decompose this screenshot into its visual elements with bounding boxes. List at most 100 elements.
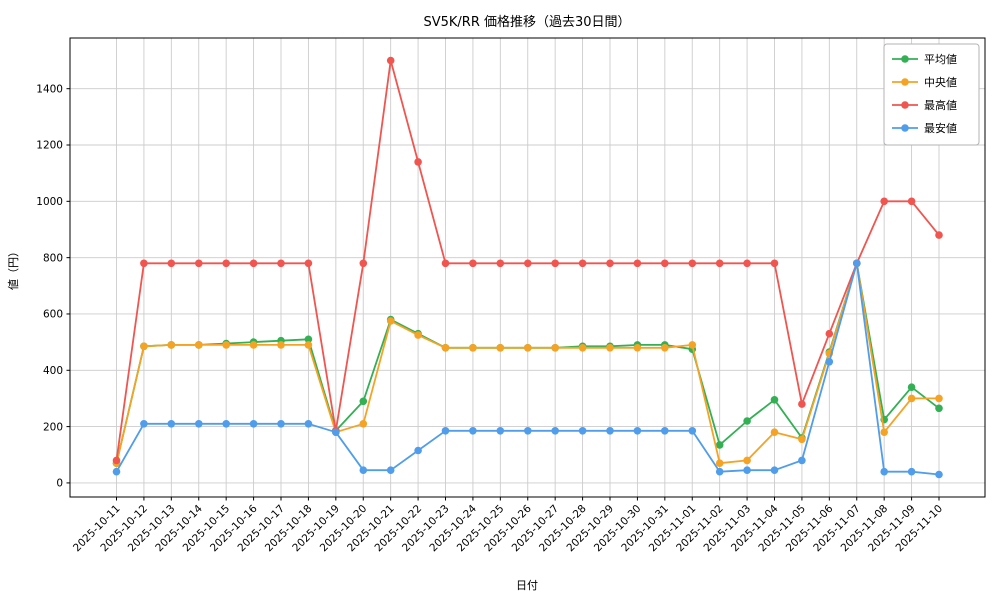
data-point-min [661, 427, 669, 435]
legend-marker-max [901, 101, 909, 109]
data-point-median [578, 344, 587, 352]
data-point-median [688, 341, 697, 349]
data-point-min [770, 466, 779, 475]
data-point-min [798, 456, 806, 465]
data-point-max [222, 259, 230, 268]
legend-marker-min [901, 124, 909, 132]
data-point-median [195, 341, 203, 349]
data-point-min [524, 427, 532, 435]
data-point-max [469, 259, 477, 268]
data-point-max [167, 259, 176, 268]
data-point-min [743, 466, 751, 475]
data-point-median [551, 344, 559, 352]
legend-item-median: 中央値 [892, 76, 957, 89]
data-point-min [469, 427, 477, 435]
data-point-avg [715, 441, 724, 449]
data-point-min [578, 427, 587, 435]
data-point-min [222, 420, 230, 428]
data-point-median [907, 394, 916, 403]
data-point-min [825, 358, 834, 366]
data-point-min [140, 420, 148, 428]
data-point-max [578, 259, 587, 268]
y-tick-label: 200 [43, 421, 63, 433]
data-point-min [853, 259, 861, 268]
data-point-max [386, 56, 395, 65]
data-point-median [249, 341, 258, 349]
data-point-min [551, 427, 559, 435]
data-point-avg [359, 397, 368, 406]
legend-label-min: 最安値 [924, 121, 957, 135]
data-point-median [633, 344, 642, 352]
data-point-min [633, 427, 642, 435]
data-point-max [414, 158, 422, 166]
data-point-max [496, 259, 505, 268]
data-point-min [606, 427, 614, 435]
data-point-min [715, 467, 724, 476]
y-axis-label: 値（円） [7, 246, 20, 290]
tick-layer: 02004006008001000120014002025-10-112025-… [36, 83, 945, 554]
x-axis-label: 日付 [516, 579, 538, 592]
y-tick-label: 600 [43, 309, 63, 321]
data-point-min [277, 420, 285, 428]
series-layer [112, 56, 943, 479]
data-point-max [441, 259, 450, 268]
data-point-max [633, 259, 642, 268]
data-point-median [524, 344, 532, 352]
data-point-max [935, 231, 943, 239]
data-point-max [770, 259, 779, 268]
data-point-median [441, 344, 450, 352]
data-point-median [414, 331, 422, 339]
legend-label-avg: 平均値 [924, 53, 957, 66]
data-point-median [770, 428, 779, 437]
data-point-max [277, 259, 285, 268]
data-point-avg [770, 396, 779, 404]
data-point-max [715, 259, 724, 268]
data-point-max [524, 259, 532, 268]
data-point-min [496, 427, 505, 435]
data-point-max [688, 259, 697, 268]
data-point-median [469, 344, 477, 352]
data-point-min [880, 467, 888, 476]
legend-box [883, 43, 980, 146]
data-point-median [935, 394, 943, 403]
data-point-median [167, 341, 176, 349]
data-point-median [743, 456, 751, 465]
data-point-max [743, 259, 751, 268]
data-point-median [880, 428, 888, 437]
data-point-max [304, 259, 313, 268]
data-point-median [715, 459, 724, 468]
data-point-min [414, 446, 422, 455]
data-point-min [935, 470, 943, 479]
y-tick-label: 1200 [36, 140, 63, 152]
data-point-median [496, 344, 505, 352]
data-point-max [798, 400, 806, 408]
data-point-median [222, 341, 230, 349]
data-point-max [112, 456, 121, 465]
data-point-min [304, 420, 313, 428]
data-point-median [386, 317, 395, 325]
data-point-median [140, 342, 148, 351]
data-point-min [332, 428, 340, 437]
data-point-min [386, 466, 395, 475]
data-point-avg [743, 417, 751, 425]
y-tick-label: 1400 [36, 83, 63, 95]
data-point-max [880, 197, 888, 206]
data-point-min [249, 420, 258, 428]
data-point-avg [907, 383, 916, 392]
legend-marker-avg [901, 55, 909, 63]
legend-label-max: 最高値 [924, 98, 957, 112]
data-point-max [195, 259, 203, 268]
y-tick-label: 400 [43, 365, 63, 377]
data-point-max [661, 259, 669, 268]
y-tick-label: 1000 [36, 196, 63, 208]
legend-item-avg: 平均値 [892, 53, 957, 66]
y-tick-label: 0 [56, 478, 63, 490]
data-point-median [606, 344, 614, 352]
data-point-avg [304, 335, 313, 344]
data-point-median [277, 341, 285, 349]
data-point-min [112, 467, 121, 476]
legend-item-min: 最安値 [892, 121, 957, 135]
data-point-median [661, 344, 669, 352]
